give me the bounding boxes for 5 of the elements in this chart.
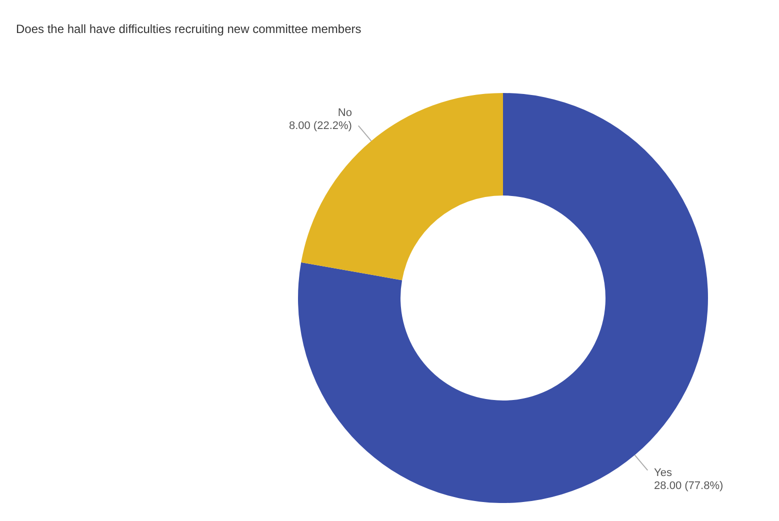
text: Does the hall have difficulties recruiting new committee members [16,22,362,36]
slice-label: Yes [654,466,672,479]
data-label: 8.00 (22.2%) [288,120,352,132]
data-label: 28.00 (77.8%) [654,480,724,492]
slice-label: No [338,106,352,119]
